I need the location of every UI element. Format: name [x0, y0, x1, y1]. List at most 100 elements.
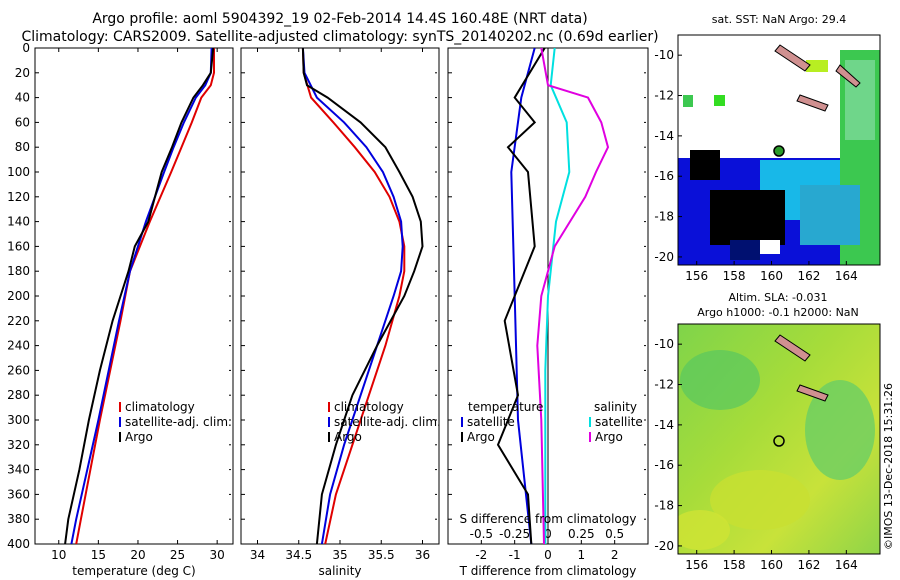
depth-tick-label: 320	[7, 438, 30, 452]
depth-tick-label: 360	[7, 487, 30, 501]
lat-tick-label: -14	[654, 418, 674, 432]
x-tick-label: 20	[130, 548, 145, 562]
depth-tick-label: 380	[7, 512, 30, 526]
title-line-2: Climatology: CARS2009. Satellite-adjuste…	[21, 29, 658, 45]
island	[774, 44, 811, 72]
depth-tick-label: 400	[7, 537, 30, 551]
salinity-legend: climatology satellite-adj. clim. Argo	[328, 400, 441, 444]
lon-tick-label: 160	[760, 558, 783, 572]
depth-tick-label: 0	[22, 41, 30, 55]
lon-tick-label: 164	[835, 269, 858, 283]
salinity-lines	[301, 48, 424, 544]
x-tick-label: 15	[91, 548, 106, 562]
sla-map-axes: 156 158 160 162 164 -10 -12 -14 -16 -18 -20	[654, 337, 857, 572]
temperature-xlabel: temperature (deg C)	[72, 564, 195, 578]
depth-tick-label: 140	[7, 215, 30, 229]
difference-lines	[496, 48, 610, 544]
difference-xlabel: T difference from climatology	[459, 564, 637, 578]
depth-tick-label: 120	[7, 190, 30, 204]
x-tick-label: -1	[509, 548, 521, 562]
lon-tick-label: 162	[797, 269, 820, 283]
legend-sal-argo: Argo	[595, 430, 623, 444]
x2-tick-label: -0.5	[470, 527, 493, 541]
depth-tick-label: 180	[7, 264, 30, 278]
depth-tick-label: 60	[15, 115, 30, 129]
series-line-salinity-argo	[536, 48, 610, 544]
x-tick-label: 2	[611, 548, 619, 562]
legend-argo: Argo	[334, 430, 362, 444]
depth-tick-label: 280	[7, 388, 30, 402]
depth-tick-label: 80	[15, 140, 30, 154]
x-tick-label: 36	[415, 548, 430, 562]
lon-tick-label: 164	[835, 558, 858, 572]
x-tick-label: 10	[51, 548, 66, 562]
x-tick-label: 34.5	[285, 548, 312, 562]
lat-tick-label: -20	[654, 539, 674, 553]
legend-satellite: satellite-adj. clim.	[334, 415, 441, 429]
lat-tick-label: -18	[654, 210, 674, 224]
x-tick-label: -2	[475, 548, 487, 562]
lon-tick-label: 156	[685, 558, 708, 572]
depth-tick-label: 100	[7, 165, 30, 179]
argo-marker	[773, 435, 785, 447]
series-line-satellite-adj-clim-	[301, 48, 404, 544]
x-tick-label: 1	[578, 548, 586, 562]
lon-tick-label: 160	[760, 269, 783, 283]
x2-tick-label: 0.5	[605, 527, 624, 541]
lon-tick-label: 158	[723, 558, 746, 572]
sla-map-subtitle: Argo h1000: -0.1 h2000: NaN	[697, 306, 859, 319]
depth-tick-label: 200	[7, 289, 30, 303]
temperature-lines	[64, 48, 215, 544]
depth-tick-label: 40	[15, 91, 30, 105]
series-line-climatology	[75, 48, 215, 544]
temperature-panel	[34, 47, 234, 545]
series-line-argo	[64, 48, 215, 544]
legend-temp-satellite: satellite	[467, 415, 515, 429]
depth-tick-label: 20	[15, 66, 30, 80]
x-tick-label: 25	[170, 548, 185, 562]
sla-map	[678, 324, 880, 554]
x-tick-label: 35.5	[368, 548, 395, 562]
salinity-panel	[240, 47, 440, 545]
lat-tick-label: -12	[654, 378, 674, 392]
depth-tick-label: 300	[7, 413, 30, 427]
series-line-satellite-adj-clim-	[70, 48, 213, 544]
title-line-1: Argo profile: aoml 5904392_19 02-Feb-201…	[92, 11, 587, 27]
lat-tick-label: -16	[654, 169, 674, 183]
legend-title-temperature: temperature	[468, 400, 543, 414]
temperature-x-axis: 10 15 20 25 30	[51, 48, 225, 562]
x-tick-label: 0	[544, 548, 552, 562]
x2-tick-label: 0.25	[568, 527, 595, 541]
temperature-legend: climatology satellite-adj. clim. Argo	[119, 400, 232, 444]
x-tick-label: 35	[332, 548, 347, 562]
salinity-xlabel: salinity	[318, 564, 361, 578]
legend-argo: Argo	[125, 430, 153, 444]
sla-map-frame	[677, 323, 881, 555]
sst-map-axes: 156 158 160 162 164 -10 -12 -14 -16 -18 -20	[654, 48, 857, 283]
x-tick-label: 34	[250, 548, 265, 562]
depth-tick-label: 160	[7, 239, 30, 253]
sst-map-title: sat. SST: NaN Argo: 29.4	[712, 13, 846, 26]
depth-tick-label: 240	[7, 339, 30, 353]
lon-tick-label: 162	[797, 558, 820, 572]
legend-temp-argo: Argo	[467, 430, 495, 444]
salinity-x-axis: 34 34.5 35 35.5 36	[250, 48, 430, 562]
lat-tick-label: -16	[654, 458, 674, 472]
depth-tick-label: 260	[7, 363, 30, 377]
legend-sal-satellite: satellite	[595, 415, 643, 429]
series-line-temperature-satellite	[510, 48, 536, 544]
lat-tick-label: -12	[654, 89, 674, 103]
difference-x2label: S difference from climatology	[460, 512, 637, 526]
depth-tick-label: 220	[7, 314, 30, 328]
legend-climatology: climatology	[334, 400, 404, 414]
sst-map	[678, 35, 880, 265]
depth-axis: 0 20 40 60 80 100 120 140 160 180 200 220 240 260 280 3…	[7, 41, 646, 551]
lat-tick-label: -10	[654, 337, 674, 351]
series-line-salinity-satellite	[544, 48, 571, 544]
argo-marker	[773, 145, 785, 157]
legend-climatology: climatology	[125, 400, 195, 414]
sst-map-frame	[677, 34, 881, 266]
imos-timestamp: ©IMOS 13-Dec-2018 15:31:26	[882, 383, 895, 550]
